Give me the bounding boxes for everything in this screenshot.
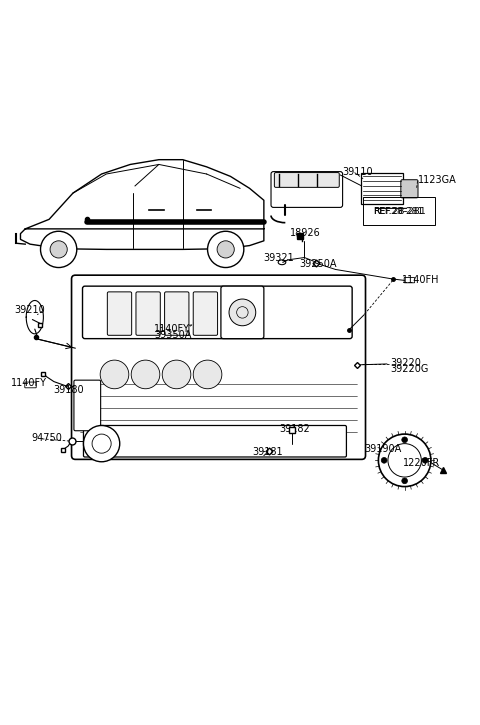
Circle shape <box>100 360 129 389</box>
Circle shape <box>131 360 160 389</box>
Circle shape <box>378 434 431 486</box>
FancyBboxPatch shape <box>271 172 343 207</box>
FancyBboxPatch shape <box>361 173 403 204</box>
Circle shape <box>229 299 256 326</box>
Text: REF.28-281: REF.28-281 <box>372 207 425 216</box>
FancyBboxPatch shape <box>108 292 132 335</box>
Text: 39220: 39220 <box>390 357 421 368</box>
Text: 39190A: 39190A <box>364 444 401 455</box>
Circle shape <box>207 231 244 268</box>
FancyBboxPatch shape <box>404 278 415 283</box>
Text: 1140FH: 1140FH <box>402 276 440 286</box>
FancyBboxPatch shape <box>83 286 352 339</box>
Text: 39321: 39321 <box>263 252 294 262</box>
Circle shape <box>217 241 234 258</box>
FancyBboxPatch shape <box>74 380 101 431</box>
Circle shape <box>193 360 222 389</box>
Circle shape <box>84 426 120 462</box>
Circle shape <box>422 457 428 463</box>
Text: 39180: 39180 <box>53 385 84 394</box>
Text: 39182: 39182 <box>279 424 310 434</box>
FancyBboxPatch shape <box>221 286 264 339</box>
Text: 1140FY: 1140FY <box>154 324 190 334</box>
Text: 39210: 39210 <box>15 305 46 315</box>
Text: 1220FR: 1220FR <box>403 457 441 468</box>
Text: 1123GA: 1123GA <box>418 175 456 185</box>
Polygon shape <box>21 160 264 249</box>
FancyBboxPatch shape <box>136 292 160 335</box>
Text: 39181: 39181 <box>252 447 283 457</box>
Circle shape <box>381 457 387 463</box>
Text: 39110: 39110 <box>343 167 373 177</box>
FancyBboxPatch shape <box>72 276 365 460</box>
Circle shape <box>402 478 408 484</box>
Circle shape <box>50 241 67 258</box>
Text: 94750: 94750 <box>32 433 62 443</box>
Text: 18926: 18926 <box>290 228 321 238</box>
Text: 39220G: 39220G <box>390 364 429 373</box>
Text: 39350A: 39350A <box>154 331 192 340</box>
Text: 1140FY: 1140FY <box>11 378 47 388</box>
Text: 39250A: 39250A <box>300 260 337 269</box>
FancyBboxPatch shape <box>401 180 418 198</box>
Circle shape <box>162 360 191 389</box>
Text: REF.28-281: REF.28-281 <box>373 207 424 216</box>
Circle shape <box>402 437 408 443</box>
FancyBboxPatch shape <box>84 426 347 457</box>
FancyBboxPatch shape <box>165 292 189 335</box>
FancyBboxPatch shape <box>275 173 339 187</box>
FancyBboxPatch shape <box>25 382 36 388</box>
FancyBboxPatch shape <box>193 292 217 335</box>
Circle shape <box>40 231 77 268</box>
